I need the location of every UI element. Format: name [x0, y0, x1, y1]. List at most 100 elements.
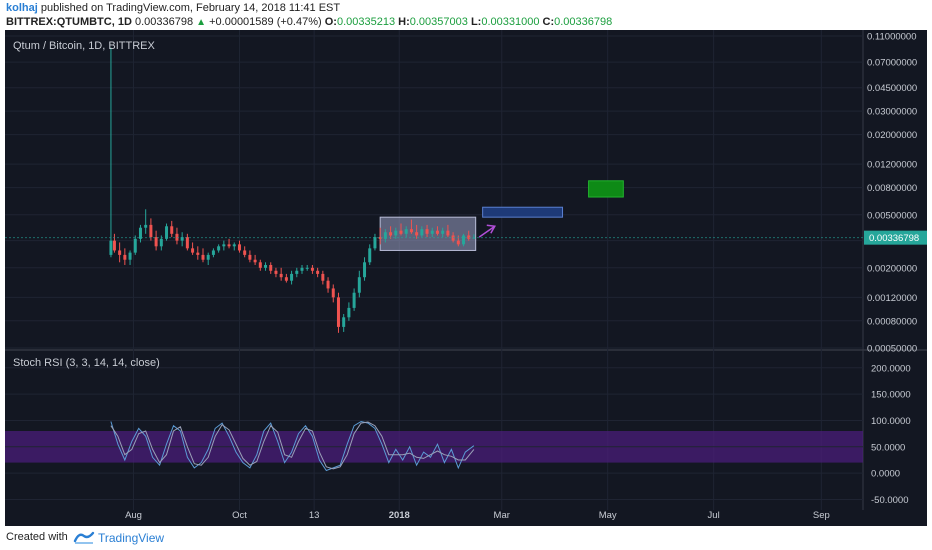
candle-body	[394, 230, 398, 236]
candle-body	[133, 238, 137, 253]
candle-body	[389, 232, 393, 236]
time-tick-label: Sep	[813, 510, 830, 521]
candle-body	[154, 237, 158, 247]
symbol-label: BITTREX:QTUMBTC, 1D	[6, 16, 132, 28]
candle-body	[347, 307, 351, 318]
green-target-box	[588, 180, 624, 198]
candle-body	[170, 226, 174, 234]
candle-body	[326, 280, 330, 289]
candle-body	[279, 273, 283, 278]
stoch-rsi-k-line	[110, 420, 475, 472]
candle-body	[373, 237, 377, 249]
candle-body	[149, 224, 153, 238]
price-tick-label: 0.00050000	[867, 344, 917, 355]
candle-body	[415, 232, 419, 236]
candle-body	[206, 254, 210, 260]
candle-body	[441, 230, 445, 234]
chart-area[interactable]: 0.11000000 0.07000000 0.04500000 0.03000000…	[5, 30, 927, 526]
author-link[interactable]: kolhaj	[6, 2, 38, 14]
candle-body	[420, 229, 424, 236]
price-pane-title: Qtum / Bitcoin, 1D, BITTREX	[13, 40, 155, 52]
candle-body	[378, 237, 382, 239]
candle-body	[321, 273, 325, 281]
candle-body	[264, 264, 268, 268]
candle-body	[144, 224, 148, 228]
blue-target-box	[482, 206, 564, 218]
price-tick-label: 0.02000000	[867, 130, 917, 141]
candle-body	[368, 248, 372, 263]
candle-body	[211, 250, 215, 255]
high-value: 0.00357003	[409, 16, 468, 28]
candle-body	[305, 267, 309, 269]
candle-body	[399, 230, 403, 234]
candle-body	[295, 270, 299, 274]
candle-body	[180, 237, 184, 241]
close-label: C:	[542, 16, 555, 28]
open-value: 0.00335213	[336, 16, 396, 28]
trend-arrow-icon	[478, 225, 496, 238]
trend-arrow-head-icon	[486, 224, 496, 234]
candle-body	[310, 267, 314, 271]
candle-body	[269, 264, 273, 271]
last-price: 0.00336798	[134, 16, 194, 28]
rsi-tick-label: 100.0000	[871, 416, 911, 427]
candle-body	[227, 244, 231, 247]
time-tick-label: 13	[309, 510, 320, 521]
candle-body	[316, 270, 320, 274]
rsi-tick-label: 50.0000	[871, 442, 905, 453]
candle-body	[128, 252, 132, 260]
candle-body	[165, 226, 169, 239]
candle-body	[467, 235, 471, 239]
candle-body	[185, 237, 189, 249]
time-tick-label: Oct	[232, 510, 247, 521]
candle-body	[253, 259, 257, 263]
time-tick-label: Mar	[494, 510, 510, 521]
price-tick-label: 0.04500000	[867, 83, 917, 94]
tradingview-brand[interactable]: TradingView	[98, 531, 165, 545]
chart-canvas[interactable]: 0.11000000 0.07000000 0.04500000 0.03000000…	[5, 30, 927, 526]
candle-body	[342, 317, 346, 327]
candle-body	[112, 240, 116, 251]
candle-body	[336, 297, 340, 327]
footer: Created with TradingView	[0, 526, 932, 550]
candle-body	[196, 252, 200, 255]
up-triangle-icon: ▲	[196, 17, 207, 28]
published-text: published on TradingView.com, February 1…	[40, 2, 341, 14]
candle-body	[456, 240, 460, 245]
candle-body	[357, 277, 361, 293]
time-tick-label: May	[599, 510, 617, 521]
created-with-text: Created with	[6, 531, 68, 543]
candle-body	[237, 244, 241, 251]
low-value: 0.00331000	[481, 16, 540, 28]
candle-body	[404, 229, 408, 234]
candle-body	[258, 262, 262, 268]
candle-body	[191, 248, 195, 253]
candle-body	[435, 230, 439, 234]
candle-body	[446, 230, 450, 236]
price-tick-label: 0.00080000	[867, 316, 917, 327]
tradingview-logo-icon	[73, 531, 95, 544]
ohlc-line: BITTREX:QTUMBTC, 1D 0.00336798 ▲ +0.0000…	[6, 16, 612, 28]
candle-body	[118, 250, 122, 255]
chart-header: kolhaj published on TradingView.com, Feb…	[0, 0, 932, 30]
rsi-tick-label: 150.0000	[871, 390, 911, 401]
rsi-tick-label: 0.0000	[871, 469, 900, 480]
candle-body	[274, 270, 278, 274]
price-tick-label: 0.01200000	[867, 160, 917, 171]
open-label: O:	[324, 16, 337, 28]
candle-body	[300, 267, 304, 271]
candle-body	[409, 229, 413, 233]
publish-line: kolhaj published on TradingView.com, Feb…	[6, 2, 340, 14]
price-tick-label: 0.00120000	[867, 293, 917, 304]
price-tick-label: 0.00500000	[867, 210, 917, 221]
price-tick-label: 0.07000000	[867, 58, 917, 69]
candle-body	[243, 250, 247, 255]
candle-body	[201, 254, 205, 260]
candle-body	[290, 273, 294, 281]
last-price-tag	[864, 230, 927, 245]
candle-body	[284, 277, 288, 281]
price-change: +0.00001589 (+0.47%)	[209, 16, 322, 28]
high-label: H:	[398, 16, 410, 28]
candle-body	[331, 288, 335, 298]
candle-body	[248, 254, 252, 260]
